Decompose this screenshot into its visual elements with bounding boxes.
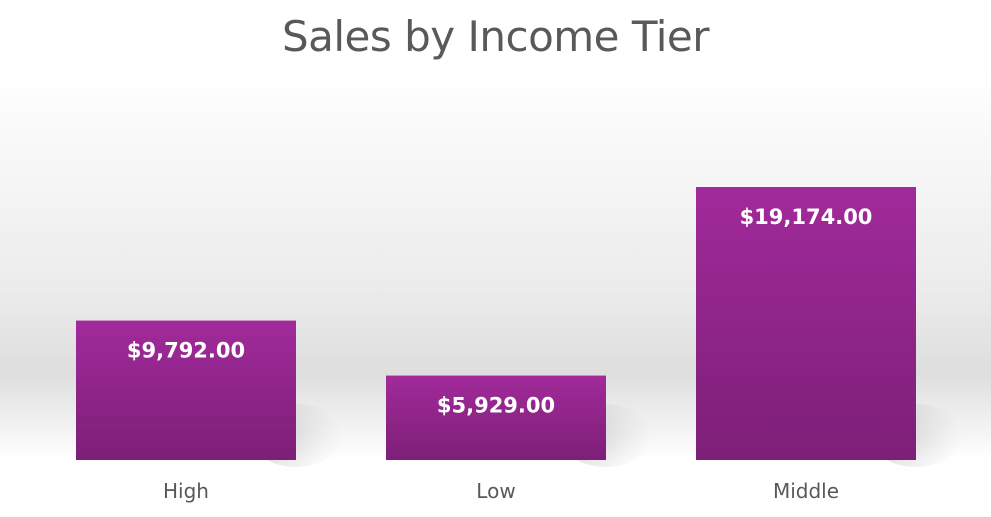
bar-low [386,375,606,460]
data-label-low: $5,929.00 [437,394,555,418]
bar-middle [696,187,916,460]
chart-title: Sales by Income Tier [281,12,710,61]
data-label-high: $9,792.00 [127,339,245,363]
data-label-middle: $19,174.00 [740,205,873,229]
bar-high [76,320,296,460]
x-tick-label-middle: Middle [773,479,839,503]
x-tick-label-low: Low [476,479,515,503]
x-tick-label-high: High [163,479,209,503]
